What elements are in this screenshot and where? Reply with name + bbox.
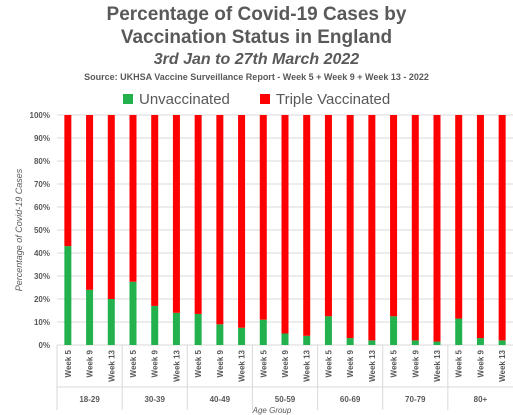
bar-triple-vaccinated: [368, 115, 376, 341]
bar-unvaccinated: [194, 313, 202, 345]
x-tick-label: Week 13: [238, 349, 247, 381]
bar-triple-vaccinated: [455, 115, 463, 319]
bar-triple-vaccinated: [411, 115, 419, 341]
x-tick-label: Week 9: [151, 349, 160, 377]
x-group-label: 70-79: [405, 395, 426, 404]
x-tick-label: Week 5: [259, 349, 268, 377]
y-tick-label: 10%: [34, 318, 50, 327]
x-tick-label: Week 5: [194, 349, 203, 377]
x-group-label: 18-29: [79, 395, 100, 404]
bar-unvaccinated: [455, 318, 463, 345]
y-tick-label: 50%: [34, 226, 50, 235]
legend-label-triple-vaccinated: Triple Vaccinated: [276, 90, 391, 108]
bar-unvaccinated: [390, 316, 398, 345]
bar-triple-vaccinated: [172, 115, 180, 313]
x-group-label: 40-49: [210, 395, 231, 404]
x-group-label: 30-39: [144, 395, 165, 404]
bar-unvaccinated: [216, 324, 224, 345]
y-tick-label: 80%: [34, 157, 50, 166]
x-group-label: 50-59: [275, 395, 296, 404]
bar-unvaccinated: [281, 333, 289, 345]
bar-unvaccinated: [259, 319, 267, 345]
bar-unvaccinated: [303, 335, 311, 345]
bar-triple-vaccinated: [107, 115, 115, 299]
y-tick-label: 30%: [34, 272, 50, 281]
bar-triple-vaccinated: [433, 115, 441, 342]
x-tick-label: Week 9: [411, 349, 420, 377]
x-tick-label: Week 13: [368, 349, 377, 381]
x-tick-label: Week 5: [455, 349, 464, 377]
bar-triple-vaccinated: [238, 115, 246, 328]
legend-item-triple-vaccinated: Triple Vaccinated: [260, 89, 390, 109]
bar-triple-vaccinated: [498, 115, 506, 341]
x-tick-label: Week 9: [346, 349, 355, 377]
x-axis-title: Age Group: [252, 406, 292, 415]
x-group-label: 80+: [474, 395, 488, 404]
bar-unvaccinated: [129, 281, 137, 345]
x-tick-label: Week 5: [129, 349, 138, 377]
y-tick-label: 70%: [34, 180, 50, 189]
bar-triple-vaccinated: [151, 115, 159, 306]
chart-source: Source: UKHSA Vaccine Surveillance Repor…: [84, 72, 429, 82]
bar-triple-vaccinated: [281, 115, 289, 334]
bar-unvaccinated: [172, 312, 180, 345]
bar-triple-vaccinated: [390, 115, 398, 317]
legend-swatch-unvaccinated: [123, 94, 133, 104]
x-tick-label: Week 13: [107, 349, 116, 381]
bar-triple-vaccinated: [64, 115, 72, 247]
x-tick-label: Week 5: [64, 349, 73, 377]
bar-unvaccinated: [64, 246, 72, 345]
bar-triple-vaccinated: [129, 115, 137, 282]
bar-unvaccinated: [476, 338, 484, 345]
x-tick-label: Week 5: [390, 349, 399, 377]
bar-triple-vaccinated: [216, 115, 224, 325]
y-axis-title: Percentage of Covid-19 Cases: [14, 168, 24, 291]
bar-triple-vaccinated: [86, 115, 94, 290]
bar-triple-vaccinated: [346, 115, 354, 339]
y-tick-label: 60%: [34, 203, 50, 212]
x-tick-label: Week 9: [86, 349, 95, 377]
bar-triple-vaccinated: [324, 115, 332, 317]
legend-label-unvaccinated: Unvaccinated: [139, 90, 230, 108]
legend-item-unvaccinated: Unvaccinated: [123, 89, 230, 109]
x-tick-label: Week 13: [433, 349, 442, 381]
bar-triple-vaccinated: [194, 115, 202, 314]
x-tick-label: Week 9: [476, 349, 485, 377]
legend-swatch-triple-vaccinated: [260, 94, 270, 104]
bar-unvaccinated: [498, 340, 506, 345]
chart-title: Percentage of Covid-19 Cases by: [106, 4, 407, 25]
y-tick-label: 100%: [30, 111, 50, 120]
bar-triple-vaccinated: [303, 115, 311, 336]
bar-unvaccinated: [346, 338, 354, 345]
bar-unvaccinated: [238, 327, 246, 345]
x-tick-label: Week 13: [303, 349, 312, 381]
bar-unvaccinated: [86, 289, 94, 345]
bar-unvaccinated: [411, 340, 419, 345]
chart-subtitle: 3rd Jan to 27th March 2022: [153, 51, 360, 68]
y-tick-label: 90%: [34, 134, 50, 143]
bar-unvaccinated: [151, 305, 159, 345]
y-tick-label: 40%: [34, 249, 50, 258]
chart-title-line2: Vaccination Status in England: [120, 27, 393, 48]
x-tick-label: Week 9: [216, 349, 225, 377]
y-tick-label: 20%: [34, 295, 50, 304]
bar-triple-vaccinated: [476, 115, 484, 339]
bar-unvaccinated: [433, 341, 441, 345]
bar-unvaccinated: [107, 299, 115, 345]
x-tick-label: Week 13: [498, 349, 507, 381]
bar-unvaccinated: [324, 316, 332, 345]
bar-triple-vaccinated: [259, 115, 267, 320]
x-group-label: 60-69: [340, 395, 361, 404]
x-tick-label: Week 9: [281, 349, 290, 377]
chart-legend: Unvaccinated Triple Vaccinated: [0, 89, 513, 109]
bar-unvaccinated: [368, 340, 376, 345]
x-tick-label: Week 13: [172, 349, 181, 381]
y-tick-label: 0%: [38, 341, 50, 350]
x-tick-label: Week 5: [324, 349, 333, 377]
